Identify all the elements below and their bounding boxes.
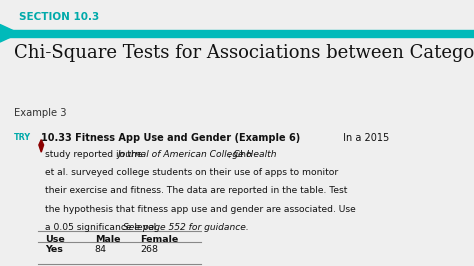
Text: their exercise and fitness. The data are reported in the table. Test: their exercise and fitness. The data are… <box>45 186 347 196</box>
Text: Female: Female <box>140 235 178 244</box>
FancyArrow shape <box>0 30 474 36</box>
Text: TRY: TRY <box>14 133 31 142</box>
Text: Example 3: Example 3 <box>14 108 67 118</box>
Text: study reported in the: study reported in the <box>45 150 146 159</box>
Polygon shape <box>0 24 19 42</box>
Text: Male: Male <box>95 235 120 244</box>
Text: , Cho: , Cho <box>228 150 251 159</box>
Text: Chi-Square Tests for Associations between Categorical Variables: Chi-Square Tests for Associations betwee… <box>14 44 474 62</box>
Text: SECTION 10.3: SECTION 10.3 <box>19 12 99 22</box>
Text: See page 552 for guidance.: See page 552 for guidance. <box>123 223 249 232</box>
Text: Use: Use <box>45 235 65 244</box>
Text: the hypothesis that fitness app use and gender are associated. Use: the hypothesis that fitness app use and … <box>45 205 356 214</box>
Text: a 0.05 significance level.: a 0.05 significance level. <box>45 223 162 232</box>
Text: In a 2015: In a 2015 <box>340 133 390 143</box>
Text: 84: 84 <box>95 245 107 254</box>
Text: Yes: Yes <box>45 245 63 254</box>
Text: et al. surveyed college students on their use of apps to monitor: et al. surveyed college students on thei… <box>45 168 338 177</box>
Text: 268: 268 <box>140 245 158 254</box>
Text: Journal of American College Health: Journal of American College Health <box>117 150 276 159</box>
Polygon shape <box>39 140 44 152</box>
Text: 10.33 Fitness App Use and Gender (Example 6): 10.33 Fitness App Use and Gender (Exampl… <box>41 133 301 143</box>
